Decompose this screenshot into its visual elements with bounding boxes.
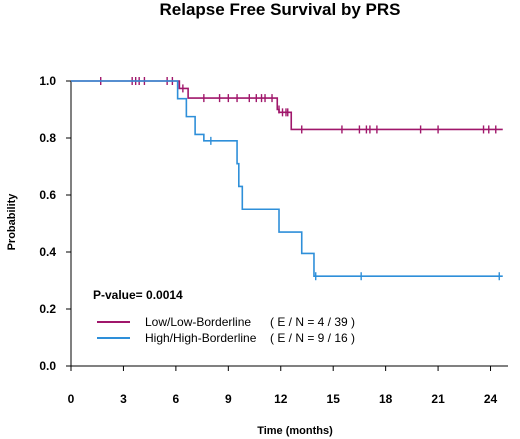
legend-stats-low: ( E / N = 4 / 39 ) [270, 315, 355, 329]
series-high-borderline [71, 80, 503, 281]
x-tick-label: 21 [431, 392, 445, 406]
x-tick-label: 6 [173, 392, 180, 406]
y-tick-label: 0.0 [39, 359, 56, 373]
survival-curve [71, 80, 503, 131]
y-tick-label: 0.6 [39, 188, 56, 202]
y-tick-label: 1.0 [39, 74, 56, 88]
x-tick-label: 18 [379, 392, 393, 406]
p-value-annotation: P-value= 0.0014 [93, 288, 183, 302]
survival-curve [71, 80, 503, 278]
series-low-borderline [71, 77, 503, 134]
x-tick-label: 12 [274, 392, 288, 406]
chart-title: Relapse Free Survival by PRS [160, 0, 401, 19]
x-tick-label: 15 [327, 392, 341, 406]
x-tick-label: 0 [68, 392, 75, 406]
y-axis-label: Probability [6, 193, 18, 251]
legend-stats-high: ( E / N = 9 / 16 ) [270, 331, 355, 345]
legend-label-low: Low/Low-Borderline [145, 315, 251, 329]
x-tick-label: 9 [225, 392, 232, 406]
x-tick-label: 24 [484, 392, 498, 406]
y-tick-label: 0.4 [39, 245, 56, 259]
series-layer [71, 77, 503, 281]
legend: Low/Low-Borderline ( E / N = 4 / 39 ) Hi… [97, 315, 355, 345]
x-axis-label: Time (months) [257, 425, 333, 437]
y-tick-label: 0.8 [39, 131, 56, 145]
x-tick-label: 3 [120, 392, 127, 406]
axes: 0 3 6 9 12 15 18 21 24 0.0 0.2 0.4 0.6 0.8 1.0 [39, 74, 508, 406]
legend-label-high: High/High-Borderline [145, 331, 257, 345]
y-tick-label: 0.2 [39, 302, 56, 316]
